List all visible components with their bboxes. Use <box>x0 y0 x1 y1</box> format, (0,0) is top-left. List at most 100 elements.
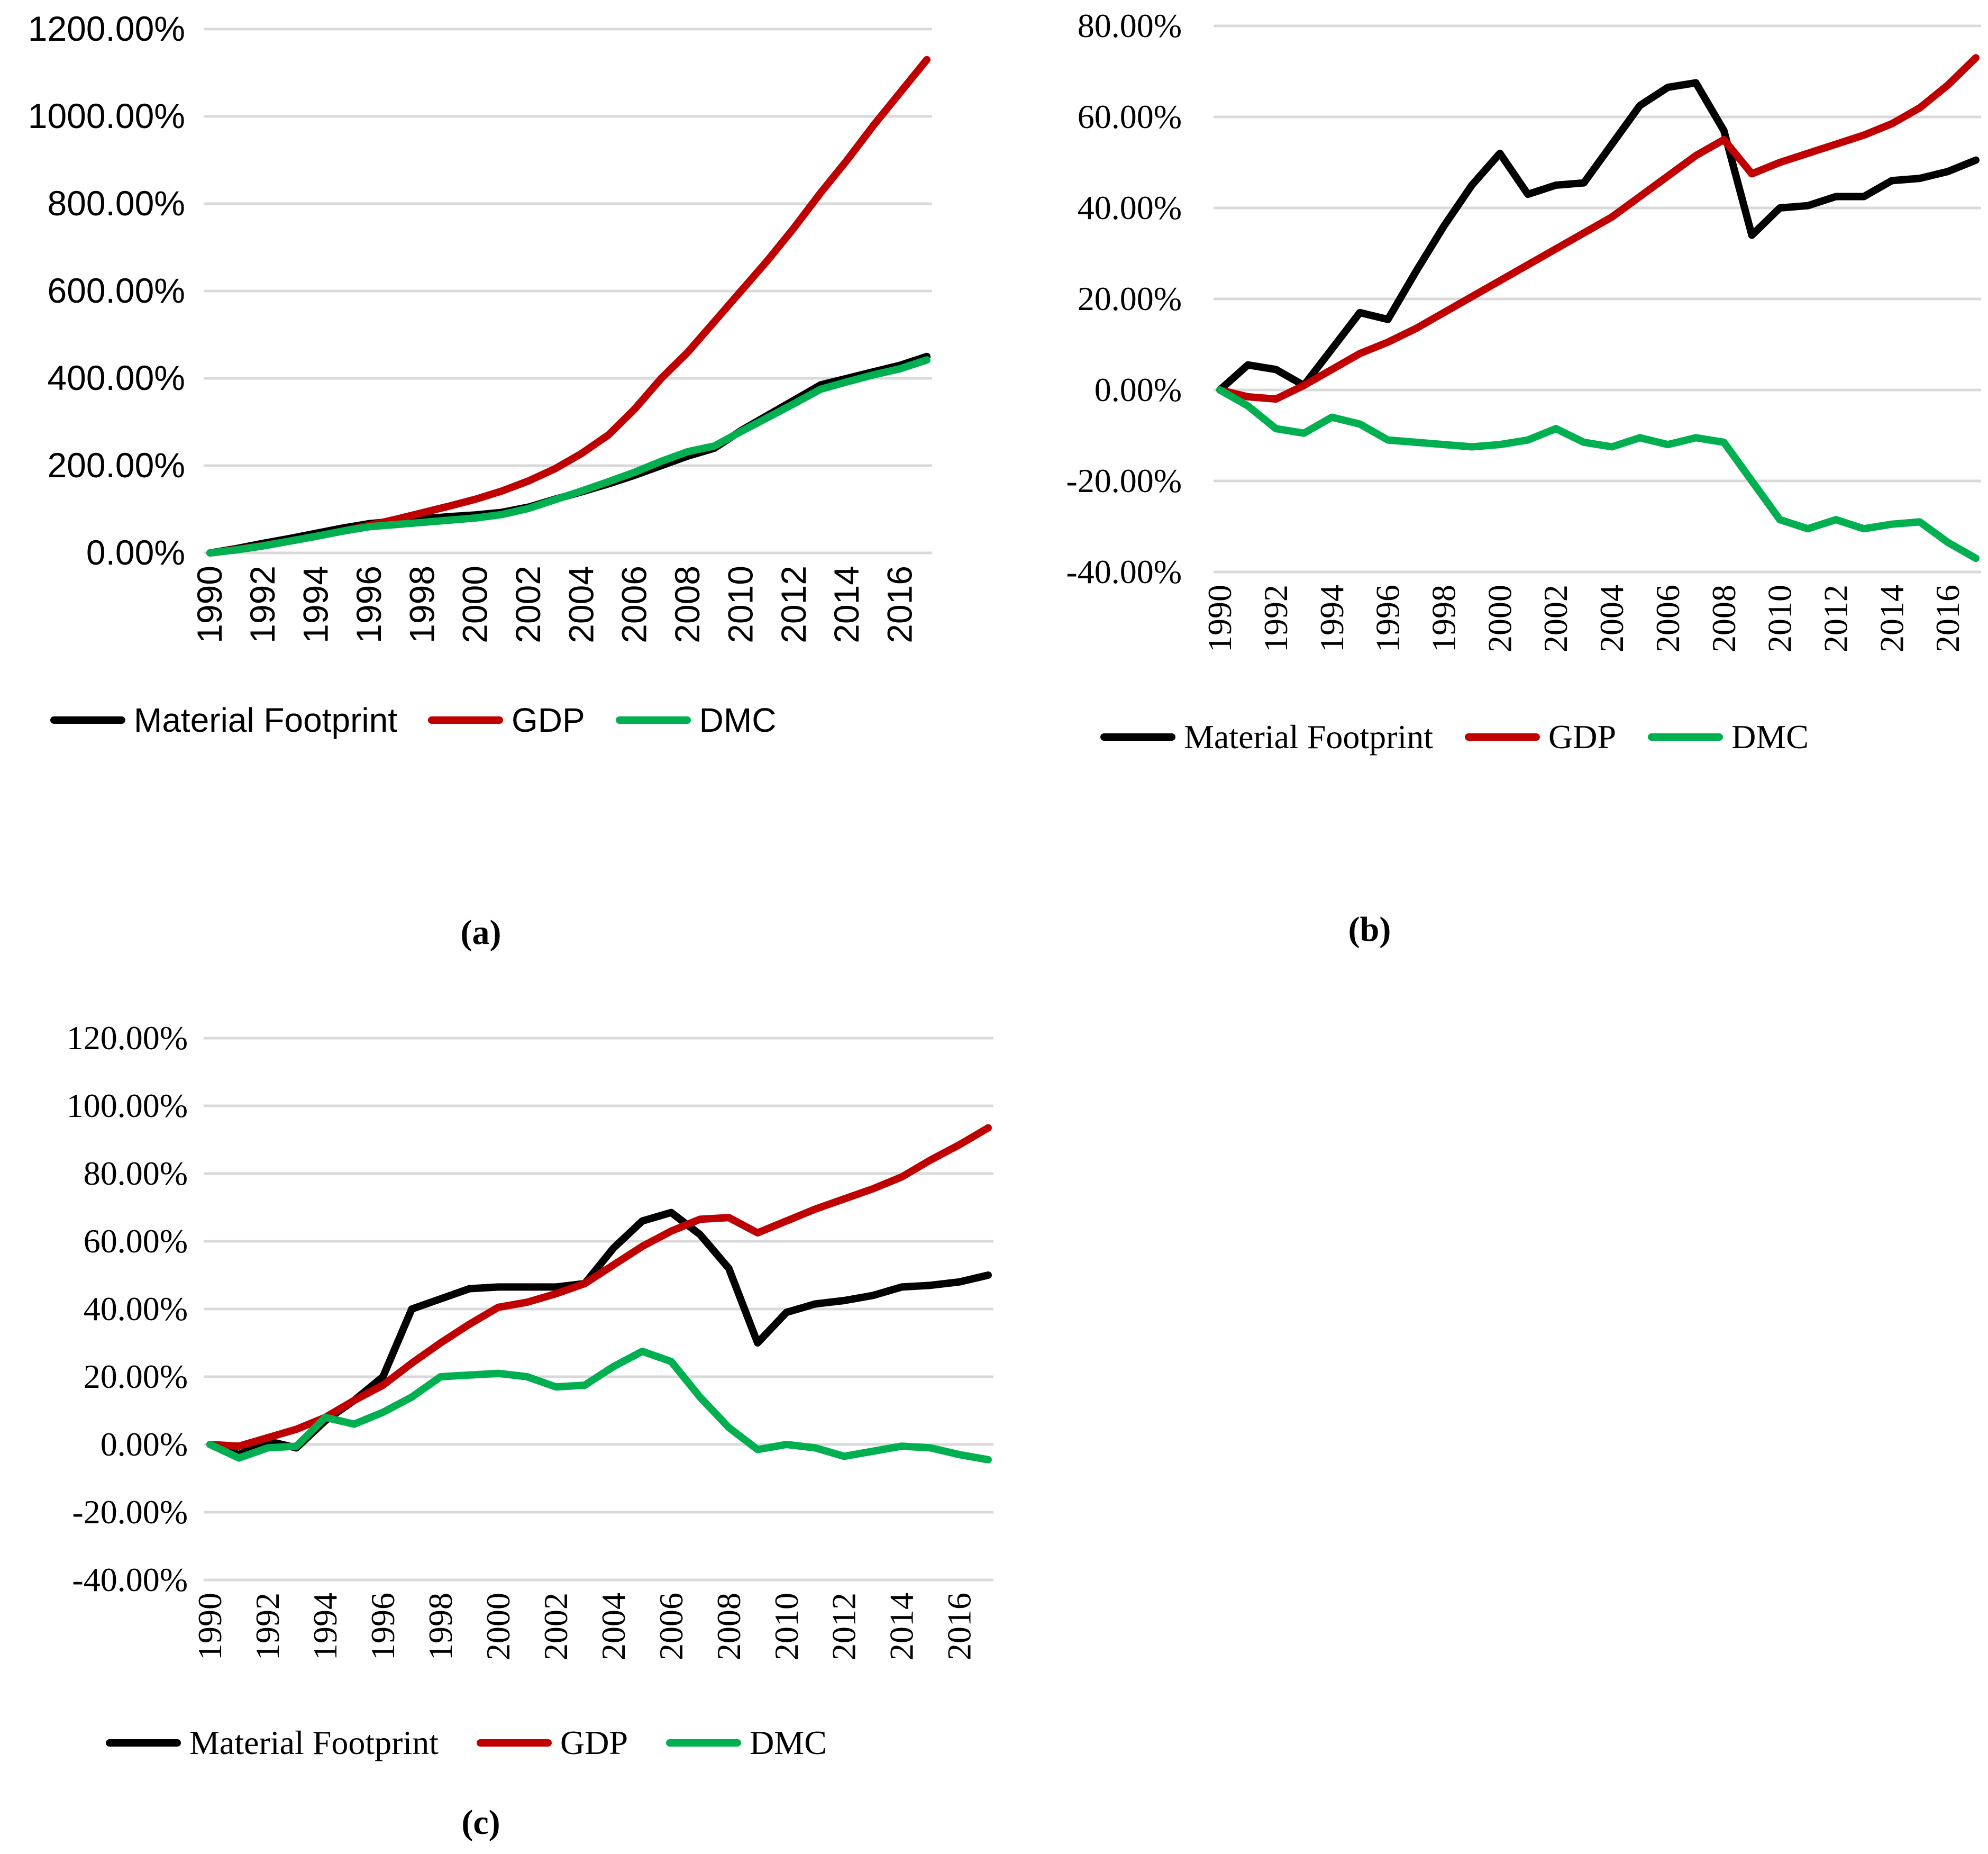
x-tick-label: 1994 <box>1313 585 1351 652</box>
x-tick-label: 1998 <box>422 1593 459 1660</box>
x-tick-label: 1990 <box>1201 585 1238 652</box>
x-tick-label: 2004 <box>595 1593 632 1660</box>
x-tick-label: 1990 <box>190 566 229 643</box>
x-tick-label: 2012 <box>825 1593 863 1660</box>
legend-item-dmc: DMC <box>666 1726 827 1760</box>
y-tick-label: 80.00% <box>1078 8 1182 44</box>
mf-series-line <box>1216 79 1980 394</box>
x-tick-label: 2010 <box>721 566 760 643</box>
gdp-line-swatch <box>1465 733 1540 741</box>
legend-item-gdp: GDP <box>477 1726 628 1760</box>
caption-b: (b) <box>1348 910 1391 949</box>
y-tick-label: 20.00% <box>84 1358 188 1395</box>
dmc-line-swatch <box>666 1739 742 1747</box>
legend-item-dmc: DMC <box>615 701 777 739</box>
gdp-line-swatch <box>427 716 503 724</box>
chart-c-legend: Material Footprint GDP DMC <box>0 1726 1005 1760</box>
y-tick-label: -40.00% <box>1066 553 1182 590</box>
chart-c: 120.00% 100.00% 80.00% 60.00% 40.00% 20.00% 0.… <box>0 1026 1005 1760</box>
x-tick-label: 1996 <box>1369 585 1407 652</box>
y-tick-label: -40.00% <box>72 1561 188 1598</box>
chart-b-plot: 80.00% 60.00% 40.00% 20.00% 0.00% -20.00% -40.… <box>1066 8 1981 652</box>
x-tick-label: 1992 <box>249 1593 286 1660</box>
y-tick-label: -20.00% <box>72 1493 188 1531</box>
caption-c: (c) <box>461 1803 500 1842</box>
x-tick-label: 1998 <box>402 566 441 643</box>
material-footprint-line-swatch <box>50 716 125 724</box>
x-tick-label: 2006 <box>652 1593 690 1660</box>
x-tick-label: 2010 <box>768 1593 805 1660</box>
y-tick-label: 1000.00% <box>28 96 185 135</box>
y-tick-label: 40.00% <box>84 1290 188 1328</box>
x-tick-label: 2004 <box>561 566 600 643</box>
y-tick-label: 100.00% <box>67 1087 188 1124</box>
x-tick-label: 1994 <box>306 1593 344 1660</box>
x-tick-label: 1998 <box>1425 585 1463 652</box>
y-tick-label: 1200.00% <box>28 9 185 48</box>
y-tick-label: 60.00% <box>1078 98 1182 135</box>
chart-b-legend: Material Footprint GDP DMC <box>1032 720 1988 754</box>
x-tick-label: 2008 <box>1705 585 1743 652</box>
x-tick-label: 2014 <box>827 566 866 643</box>
gdp-series-line <box>206 1124 992 1450</box>
x-tick-label: 1996 <box>349 566 388 643</box>
x-tick-label: 2002 <box>508 566 548 643</box>
y-tick-label: 0.00% <box>101 1425 188 1463</box>
legend-item-material-footprint: Material Footprint <box>1100 720 1433 754</box>
x-tick-label: 2004 <box>1593 585 1630 652</box>
caption-a: (a) <box>460 913 501 952</box>
x-tick-label: 2012 <box>1817 585 1854 652</box>
x-tick-label: 2008 <box>710 1593 747 1660</box>
material-footprint-legend-label: Material Footprint <box>134 701 397 739</box>
dmc-line-swatch <box>1648 733 1723 741</box>
x-tick-label: 2016 <box>941 1593 978 1660</box>
gdp-legend-label: GDP <box>1548 718 1617 756</box>
material-footprint-legend-label: Material Footprint <box>1184 718 1434 756</box>
y-tick-label: 60.00% <box>84 1222 188 1260</box>
dmc-legend-label: DMC <box>750 1724 827 1761</box>
chart-a-legend: Material Footprint GDP DMC <box>0 703 957 737</box>
y-tick-label: 800.00% <box>47 184 185 223</box>
x-tick-label: 2002 <box>537 1593 574 1660</box>
y-tick-label: -20.00% <box>1066 462 1182 499</box>
legend-item-gdp: GDP <box>427 703 585 737</box>
material-footprint-line-swatch <box>106 1739 181 1747</box>
x-tick-label: 2016 <box>1929 585 1966 652</box>
material-footprint-legend-label: Material Footprint <box>189 1724 439 1761</box>
x-tick-label: 2016 <box>880 566 919 643</box>
legend-item-material-footprint: Material Footprint <box>50 703 397 737</box>
gdp-legend-label: GDP <box>560 1724 628 1761</box>
x-tick-label: 2012 <box>774 566 813 643</box>
dmc-line-swatch <box>615 716 691 724</box>
x-tick-label: 2014 <box>883 1593 920 1660</box>
gdp-series-line <box>206 56 931 557</box>
legend-item-dmc: DMC <box>1648 720 1809 754</box>
x-tick-label: 2000 <box>479 1593 517 1660</box>
x-tick-label: 2000 <box>1481 585 1518 652</box>
y-tick-label: 120.00% <box>67 1026 188 1057</box>
x-tick-label: 2010 <box>1761 585 1799 652</box>
legend-item-material-footprint: Material Footprint <box>106 1726 439 1760</box>
legend-item-gdp: GDP <box>1465 720 1616 754</box>
chart-b: 80.00% 60.00% 40.00% 20.00% 0.00% -20.00% -40.… <box>1032 8 1988 754</box>
y-tick-label: 400.00% <box>47 358 185 397</box>
x-tick-label: 1992 <box>1257 585 1294 652</box>
dmc-series-line <box>206 1348 992 1464</box>
x-tick-label: 2008 <box>668 566 707 643</box>
y-tick-label: 600.00% <box>47 271 185 310</box>
y-tick-label: 0.00% <box>1095 371 1182 408</box>
x-tick-label: 1996 <box>364 1593 402 1660</box>
dmc-legend-label: DMC <box>699 701 777 739</box>
dmc-series-line <box>1216 386 1980 562</box>
material-footprint-line-swatch <box>1100 733 1175 741</box>
gdp-series-line <box>1216 54 1980 403</box>
x-tick-label: 2006 <box>1649 585 1686 652</box>
chart-c-plot: 120.00% 100.00% 80.00% 60.00% 40.00% 20.00% 0.… <box>67 1026 993 1660</box>
chart-a-plot: 1200.00% 1000.00% 800.00% 600.00% 400.00% 200… <box>28 9 932 643</box>
x-tick-label: 1990 <box>191 1593 229 1660</box>
gdp-line-swatch <box>477 1739 552 1747</box>
x-tick-label: 1994 <box>296 566 335 643</box>
x-tick-label: 1992 <box>243 566 282 643</box>
y-tick-label: 200.00% <box>47 446 185 485</box>
